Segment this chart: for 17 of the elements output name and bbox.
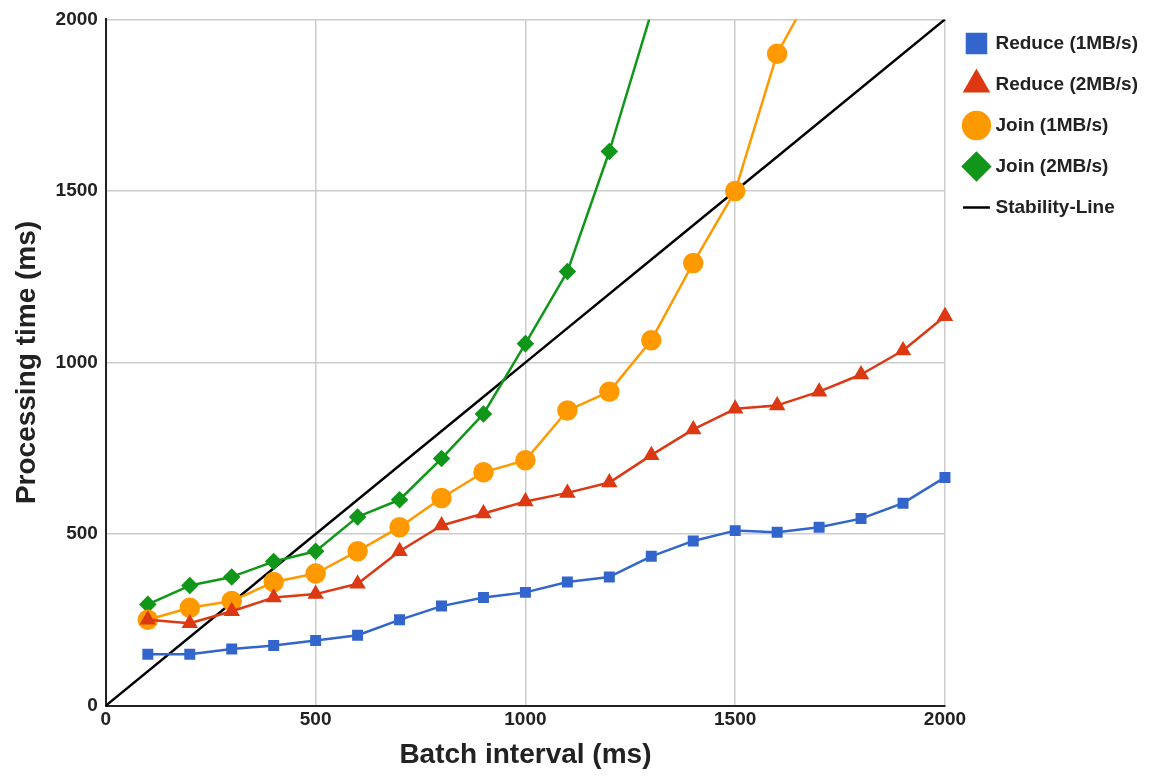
y-tick-label: 0: [87, 693, 98, 715]
y-tick-label: 1000: [55, 350, 98, 372]
x-tick-label: 0: [100, 708, 112, 730]
y-tick-label: 2000: [55, 7, 98, 29]
legend-label: Reduce (1MB/s): [995, 31, 1138, 53]
x-tick-label: 1000: [504, 708, 547, 730]
y-tick-label: 1500: [55, 179, 98, 201]
x-tick-label: 1500: [714, 708, 757, 730]
legend-label: Stability-Line: [995, 195, 1115, 217]
y-tick-label: 500: [66, 522, 98, 544]
legend-label: Reduce (2MB/s): [995, 72, 1138, 94]
y-axis-title: Processing time (ms): [9, 220, 41, 505]
legend-label: Join (2MB/s): [995, 154, 1109, 176]
legend-label: Join (1MB/s): [995, 113, 1109, 135]
x-tick-label: 2000: [923, 708, 967, 730]
x-tick-label: 500: [299, 708, 332, 730]
x-axis-title: Batch interval (ms): [399, 737, 652, 769]
